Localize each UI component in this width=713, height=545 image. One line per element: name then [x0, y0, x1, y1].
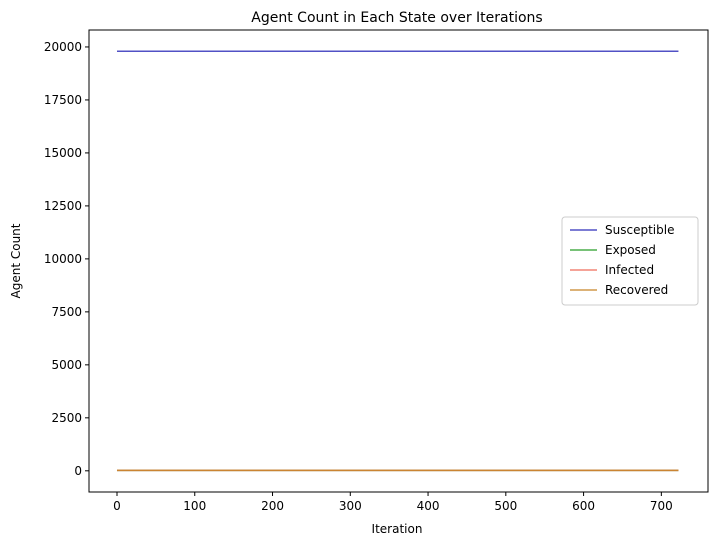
plot-frame [88, 29, 709, 493]
legend-box [561, 216, 699, 306]
x-axis: 0 100 200 300 400 500 600 700 [113, 492, 673, 513]
y-axis-label: Agent Count [9, 223, 23, 298]
y-tick-label: 2500 [51, 411, 82, 425]
chart-title: Agent Count in Each State over Iteration… [251, 10, 542, 26]
y-axis: 0 2500 5000 7500 10000 12500 15000 17500 20000 [44, 40, 89, 478]
x-tick-label: 600 [572, 499, 595, 513]
y-tick-label: 5000 [51, 358, 82, 372]
legend-label-infected: Infected [605, 263, 654, 277]
x-tick-label: 700 [650, 499, 673, 513]
x-tick-label: 100 [183, 499, 206, 513]
legend: Susceptible Exposed Infected Recovered [561, 216, 699, 306]
y-tick-label: 0 [74, 464, 82, 478]
x-tick-label: 500 [494, 499, 517, 513]
x-tick-label: 300 [339, 499, 362, 513]
y-tick-label: 10000 [44, 252, 82, 266]
series-layer [116, 50, 679, 472]
legend-label-exposed: Exposed [605, 243, 656, 257]
y-tick-label: 17500 [44, 93, 82, 107]
x-tick-label: 200 [261, 499, 284, 513]
x-tick-label: 0 [113, 499, 121, 513]
legend-label-recovered: Recovered [605, 283, 668, 297]
y-tick-label: 15000 [44, 146, 82, 160]
y-tick-label: 7500 [51, 305, 82, 319]
x-axis-label: Iteration [372, 522, 423, 536]
y-tick-label: 12500 [44, 199, 82, 213]
y-tick-label: 20000 [44, 40, 82, 54]
legend-label-susceptible: Susceptible [605, 223, 674, 237]
x-tick-label: 400 [417, 499, 440, 513]
